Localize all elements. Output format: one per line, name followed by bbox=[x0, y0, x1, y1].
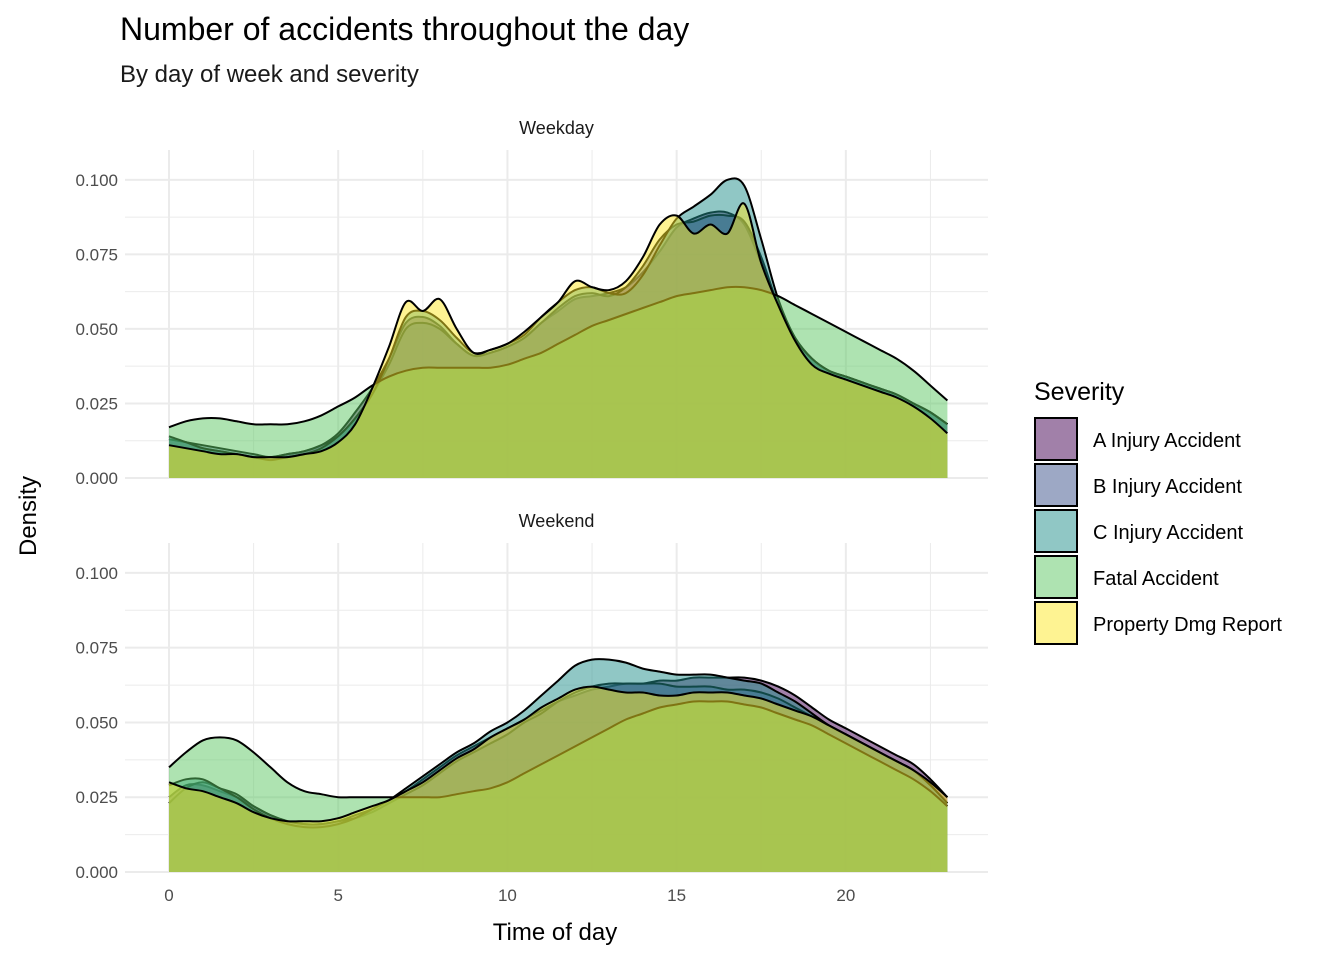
legend-key-a-injury-accident bbox=[1034, 417, 1078, 461]
y-tick-label: 0.000 bbox=[75, 863, 118, 882]
legend-label-b-injury-accident: B Injury Accident bbox=[1093, 476, 1242, 498]
y-tick-label: 0.025 bbox=[75, 394, 118, 413]
panel-weekday: Weekday 0.000 0.025 0.050 0.075 0.100 bbox=[75, 118, 988, 488]
y-axis-title: Density bbox=[15, 476, 42, 556]
legend-key-b-injury-accident bbox=[1034, 463, 1078, 507]
density-line-property-dmg-report bbox=[168, 202, 949, 459]
legend: Severity A Injury Accident B Injury Accid… bbox=[1034, 378, 1282, 645]
facet-label-weekend: Weekend bbox=[519, 511, 595, 531]
legend-title: Severity bbox=[1034, 378, 1125, 406]
legend-label-a-injury-accident: A Injury Accident bbox=[1093, 430, 1241, 452]
x-axis: 0 5 10 15 20 bbox=[164, 886, 855, 905]
legend-key-property-dmg-report bbox=[1034, 601, 1078, 645]
y-tick-label: 0.075 bbox=[75, 245, 118, 264]
chart-title: Number of accidents throughout the day bbox=[120, 11, 689, 47]
y-tick-label: 0.075 bbox=[75, 639, 118, 658]
legend-key-c-injury-accident bbox=[1034, 509, 1078, 553]
x-tick-label: 10 bbox=[498, 886, 517, 905]
x-tick-label: 15 bbox=[667, 886, 686, 905]
chart-subtitle: By day of week and severity bbox=[120, 61, 419, 88]
facet-label-weekday: Weekday bbox=[519, 118, 594, 138]
x-tick-label: 5 bbox=[333, 886, 342, 905]
legend-label-fatal-accident: Fatal Accident bbox=[1093, 568, 1219, 590]
facet-panels: Weekday 0.000 0.025 0.050 0.075 0.100 Weekend 0… bbox=[75, 118, 988, 882]
x-axis-title: Time of day bbox=[493, 919, 618, 946]
y-tick-label: 0.000 bbox=[75, 469, 118, 488]
y-tick-label: 0.100 bbox=[75, 171, 118, 190]
y-tick-label: 0.050 bbox=[75, 320, 118, 339]
legend-key-fatal-accident bbox=[1034, 555, 1078, 599]
x-tick-label: 0 bbox=[164, 886, 173, 905]
y-tick-label: 0.025 bbox=[75, 788, 118, 807]
density-line-property-dmg-report bbox=[168, 685, 949, 823]
legend-label-property-dmg-report: Property Dmg Report bbox=[1093, 614, 1282, 636]
legend-label-c-injury-accident: C Injury Accident bbox=[1093, 522, 1244, 544]
density-area-property-dmg-report bbox=[169, 686, 948, 872]
x-tick-label: 20 bbox=[836, 886, 855, 905]
panel-weekend: Weekend 0.000 0.025 0.050 0.075 0.100 bbox=[75, 511, 988, 882]
y-tick-label: 0.100 bbox=[75, 564, 118, 583]
y-tick-label: 0.050 bbox=[75, 713, 118, 732]
